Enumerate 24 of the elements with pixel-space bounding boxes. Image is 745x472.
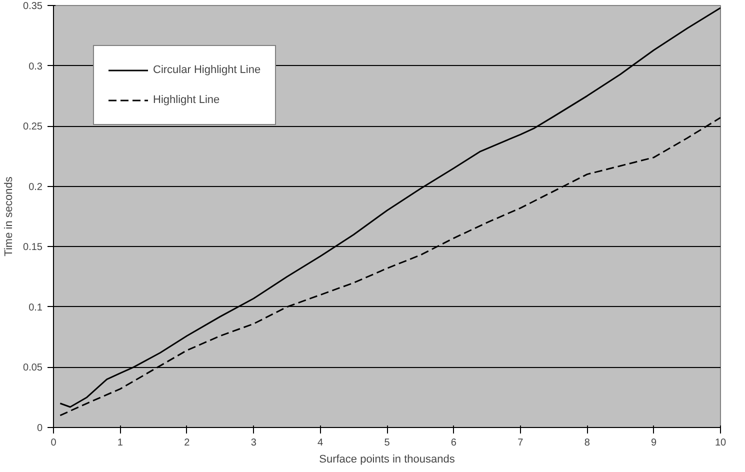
x-tick-label: 6 — [450, 438, 457, 448]
y-tick-label: 0.1 — [28, 302, 43, 314]
x-tick-label: 1 — [117, 438, 124, 448]
line-series — [59, 7, 720, 408]
legend-label: Highlight Line — [153, 94, 220, 106]
legend-label: Circular Highlight Line — [153, 64, 261, 76]
y-tick-label: 0.35 — [23, 1, 43, 12]
x-tick-label: 4 — [318, 438, 324, 448]
x-tick-label: 10 — [714, 438, 726, 448]
x-tick-label: 9 — [651, 438, 658, 448]
y-tick-label: 0.3 — [28, 61, 43, 72]
x-tick-label: 0 — [50, 438, 57, 448]
x-tick-label: 5 — [384, 438, 390, 448]
x-axis-title: Surface points in thousands — [319, 454, 456, 466]
x-tick-label: 2 — [184, 438, 190, 448]
y-tick-label: 0.15 — [23, 242, 43, 254]
x-tick-label: 8 — [584, 438, 590, 448]
y-tick-label: 0.25 — [23, 122, 43, 133]
y-tick-label: 0 — [36, 423, 43, 434]
x-tick-label: 3 — [250, 438, 257, 448]
y-tick-label: 0.2 — [28, 182, 43, 193]
y-tick-label: 0.05 — [23, 362, 43, 374]
y-axis-title: Time in seconds — [3, 176, 16, 256]
x-tick-label: 7 — [518, 438, 524, 448]
